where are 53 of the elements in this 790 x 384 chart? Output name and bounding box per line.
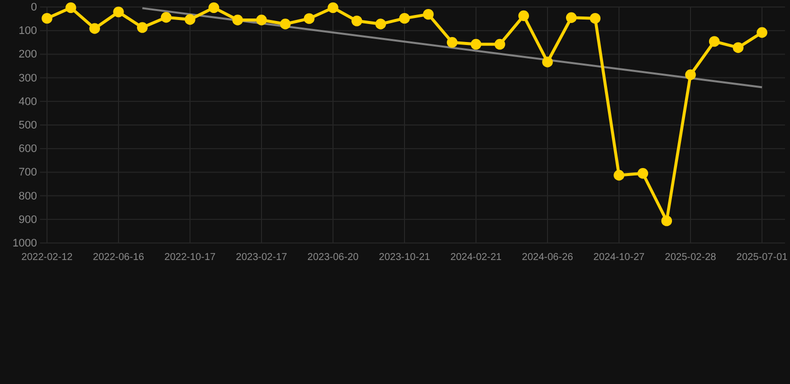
y-tick-label: 300 [18, 72, 37, 84]
point [328, 2, 338, 14]
y-tick-label: 900 [18, 214, 37, 226]
x-tick-label: 2025-02-28 [664, 252, 717, 264]
y-tick-label: 200 [18, 48, 37, 61]
point [351, 16, 362, 26]
point [256, 14, 267, 26]
point [375, 18, 386, 30]
point [637, 168, 648, 179]
point [304, 13, 315, 24]
y-tick-label: 800 [18, 190, 37, 202]
point [661, 215, 672, 226]
x-tick-label: 2022-10-17 [164, 252, 216, 264]
y-tick-label: 0 [30, 2, 37, 14]
y-tick-label: 700 [18, 166, 37, 179]
point [446, 37, 458, 48]
y-tick-label: 100 [18, 25, 37, 38]
point [685, 69, 696, 80]
point [399, 12, 410, 24]
y-tick-label: 1000 [12, 238, 37, 250]
point [542, 56, 553, 68]
y-tick-label: 600 [18, 143, 37, 156]
x-tick-label: 2024-02-21 [450, 252, 502, 264]
point [732, 42, 744, 53]
x-tick-label: 2022-06-16 [92, 252, 145, 264]
point [566, 12, 577, 23]
point [756, 27, 768, 38]
point [208, 2, 220, 14]
x-tick-label: 2024-10-27 [593, 252, 646, 264]
y-tick-label: 400 [18, 96, 37, 108]
x-tick-label: 2024-06-26 [522, 252, 574, 264]
point [160, 12, 172, 23]
point [232, 14, 244, 26]
point [113, 6, 124, 18]
point [42, 12, 52, 24]
point [590, 12, 601, 24]
point [614, 170, 624, 181]
point [184, 14, 196, 25]
point [136, 22, 148, 33]
point [518, 10, 530, 22]
y-tick-label: 500 [18, 120, 37, 132]
point [494, 38, 506, 50]
x-tick-label: 2023-10-21 [378, 252, 431, 264]
point [89, 23, 100, 34]
x-tick-label: 2023-06-20 [307, 252, 360, 264]
x-tick-label: 2023-02-17 [236, 252, 288, 264]
point [65, 2, 76, 14]
point [708, 36, 720, 47]
point [422, 8, 434, 20]
point [470, 38, 482, 50]
point [280, 18, 291, 30]
x-tick-label: 2025-07-01 [736, 252, 788, 264]
x-tick-label: 2022-02-12 [21, 252, 74, 264]
